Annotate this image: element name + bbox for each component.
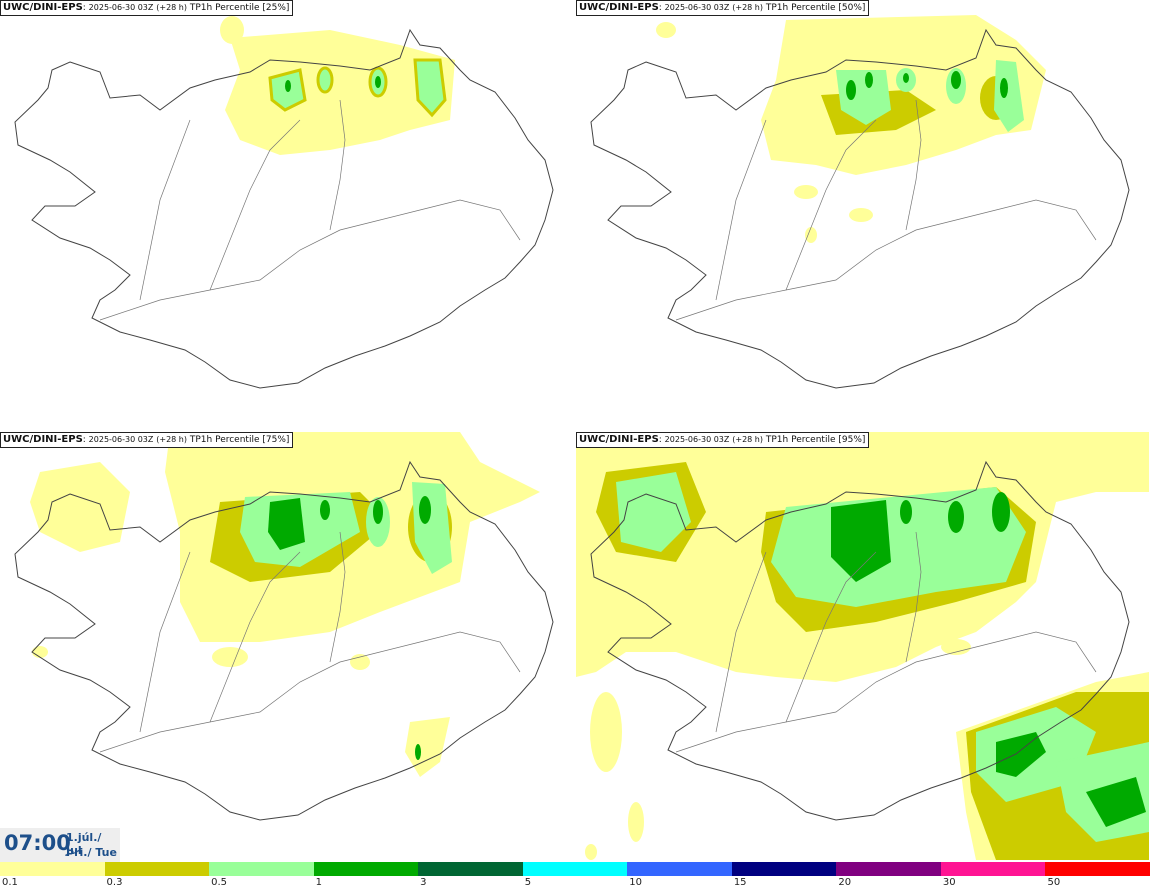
scale-tick-label: 50 [1047, 877, 1061, 888]
precip-heavy-area [268, 496, 431, 760]
iceland-map [590, 15, 1130, 389]
iceland-map [14, 432, 554, 821]
scale-segment [104, 862, 211, 876]
scale-tick-label: 1 [315, 877, 322, 888]
map-panel-p95: UWC/DINI-EPS: 2025-06-30 03Z (+28 h) TP1… [576, 432, 1149, 860]
precip-medium-area [268, 58, 447, 118]
roads [99, 99, 521, 321]
panel-title: UWC/DINI-EPS: 2025-06-30 03Z (+28 h) TP1… [576, 0, 870, 16]
roads [99, 531, 521, 753]
scale-tick-label: 0.5 [211, 877, 227, 888]
panel-title: UWC/DINI-EPS: 2025-06-30 03Z (+28 h) TP1… [576, 432, 870, 448]
iceland-coastline [14, 460, 554, 821]
scale-tick-label: 10 [629, 877, 642, 888]
valid-time-hour: 07:00 [4, 831, 71, 855]
scale-tick-label: 15 [733, 877, 747, 888]
precip-medium-area [836, 60, 1024, 132]
scale-tick-label: 20 [838, 877, 852, 888]
valid-time-box: 07:00 1.júl./ Jul Þri./ Tue [0, 828, 120, 862]
scale-segment [731, 862, 838, 876]
map-panel-p25: UWC/DINI-EPS: 2025-06-30 03Z (+28 h) TP1… [0, 0, 573, 428]
scale-segment [0, 862, 106, 876]
scale-segment [313, 862, 420, 876]
panel-title: UWC/DINI-EPS: 2025-06-30 03Z (+28 h) TP1… [0, 0, 294, 16]
valid-weekday: Þri./ Tue [66, 846, 117, 859]
precip-heavy-area [846, 71, 1008, 100]
precip-light-area [30, 432, 540, 777]
scale-tick-label: 0.3 [106, 877, 123, 888]
valid-date: 1.júl./ Jul [66, 831, 102, 857]
map-panel-p50: UWC/DINI-EPS: 2025-06-30 03Z (+28 h) TP1… [576, 0, 1149, 428]
precip-heavy-area [285, 76, 381, 92]
roads [675, 531, 1097, 753]
scale-segment [836, 862, 942, 876]
iceland-map [576, 432, 1149, 860]
scale-tick-label: 0.1 [2, 877, 18, 888]
iceland-coastline [590, 460, 1130, 821]
scale-segment [522, 862, 629, 876]
roads [675, 99, 1097, 321]
scale-tick-label: 30 [942, 877, 956, 888]
precip-heavy-area [831, 492, 1146, 827]
scale-segment [940, 862, 1047, 876]
scale-segment [627, 862, 733, 876]
iceland-coastline [590, 28, 1130, 389]
precip-scale-labels: 0.1 0.3 0.5 1 3 5 10 15 20 30 50 [0, 877, 1150, 891]
map-panel-p75: UWC/DINI-EPS: 2025-06-30 03Z (+28 h) TP1… [0, 432, 573, 860]
scale-segment [418, 862, 524, 876]
scale-segment [209, 862, 315, 876]
scale-tick-label: 5 [524, 877, 532, 888]
panel-title: UWC/DINI-EPS: 2025-06-30 03Z (+28 h) TP1… [0, 432, 294, 448]
iceland-map [14, 16, 554, 389]
precip-color-scale [0, 862, 1150, 876]
scale-segment [1045, 862, 1150, 876]
scale-tick-label: 3 [420, 877, 427, 888]
iceland-coastline [14, 28, 554, 389]
